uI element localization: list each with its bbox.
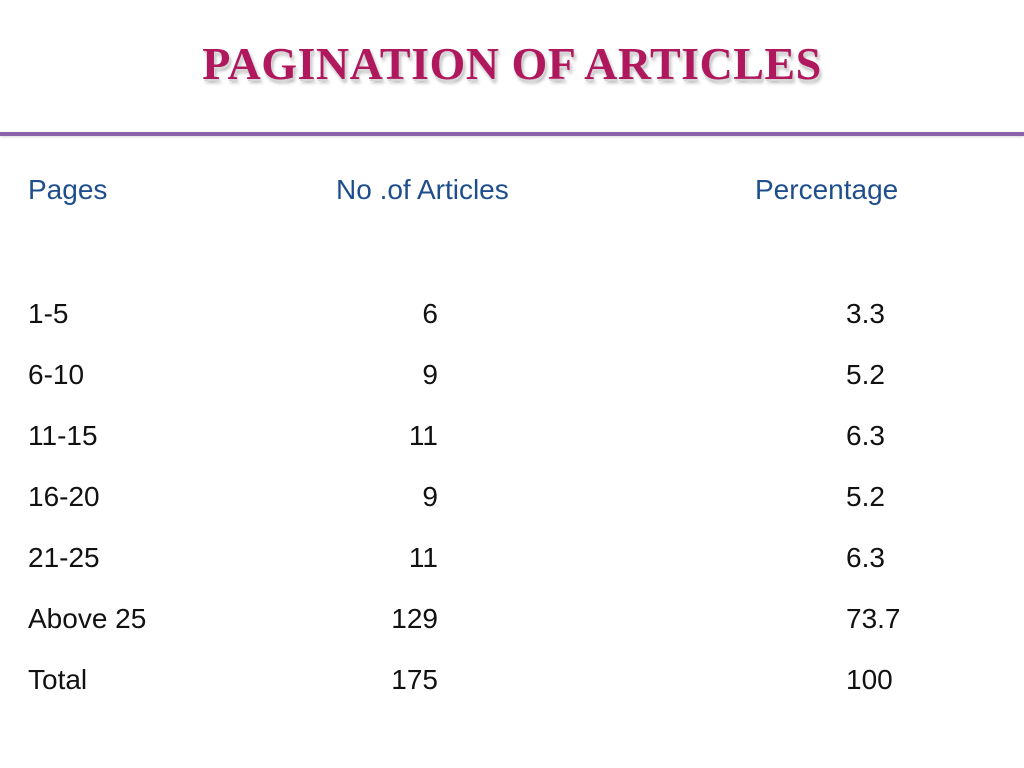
cell-percentage: 5.2 [846,481,885,512]
cell-pages: 11-15 [28,420,98,451]
title-divider [0,132,1024,136]
cell-articles: 11 [408,542,438,573]
cell-pages: 16-20 [28,481,100,512]
table-row: 6-10 9 5.2 [0,357,1024,397]
cell-pages: 1-5 [28,298,69,329]
cell-articles: 9 [422,481,438,512]
cell-articles: 6 [422,298,438,329]
cell-pages: Total [28,664,88,695]
table-row: 21-25 11 6.3 [0,540,1024,580]
cell-articles: 129 [391,603,438,634]
table-row: Above 25 129 73.7 [0,601,1024,641]
cell-percentage: 6.3 [846,420,885,451]
slide-title: PAGINATION OF ARTICLES [202,38,822,89]
cell-percentage: 5.2 [846,359,885,390]
table-row: 1-5 6 3.3 [0,296,1024,336]
cell-percentage: 6.3 [846,542,885,573]
table-row: 16-20 9 5.2 [0,479,1024,519]
cell-pages: Above 25 [28,603,147,634]
column-header-percentage: Percentage [755,174,899,205]
table-row-total: Total 175 100 [0,662,1024,702]
cell-articles: 175 [391,664,438,695]
cell-percentage: 73.7 [846,603,901,634]
column-header-pages: Pages [28,174,108,205]
table-row: 11-15 11 6.3 [0,418,1024,458]
cell-articles: 11 [408,420,438,451]
cell-pages: 6-10 [28,359,85,390]
column-header-articles: No .of Articles [336,174,509,205]
cell-pages: 21-25 [28,542,100,573]
cell-percentage: 3.3 [846,298,885,329]
cell-percentage: 100 [846,664,893,695]
cell-articles: 9 [422,359,438,390]
